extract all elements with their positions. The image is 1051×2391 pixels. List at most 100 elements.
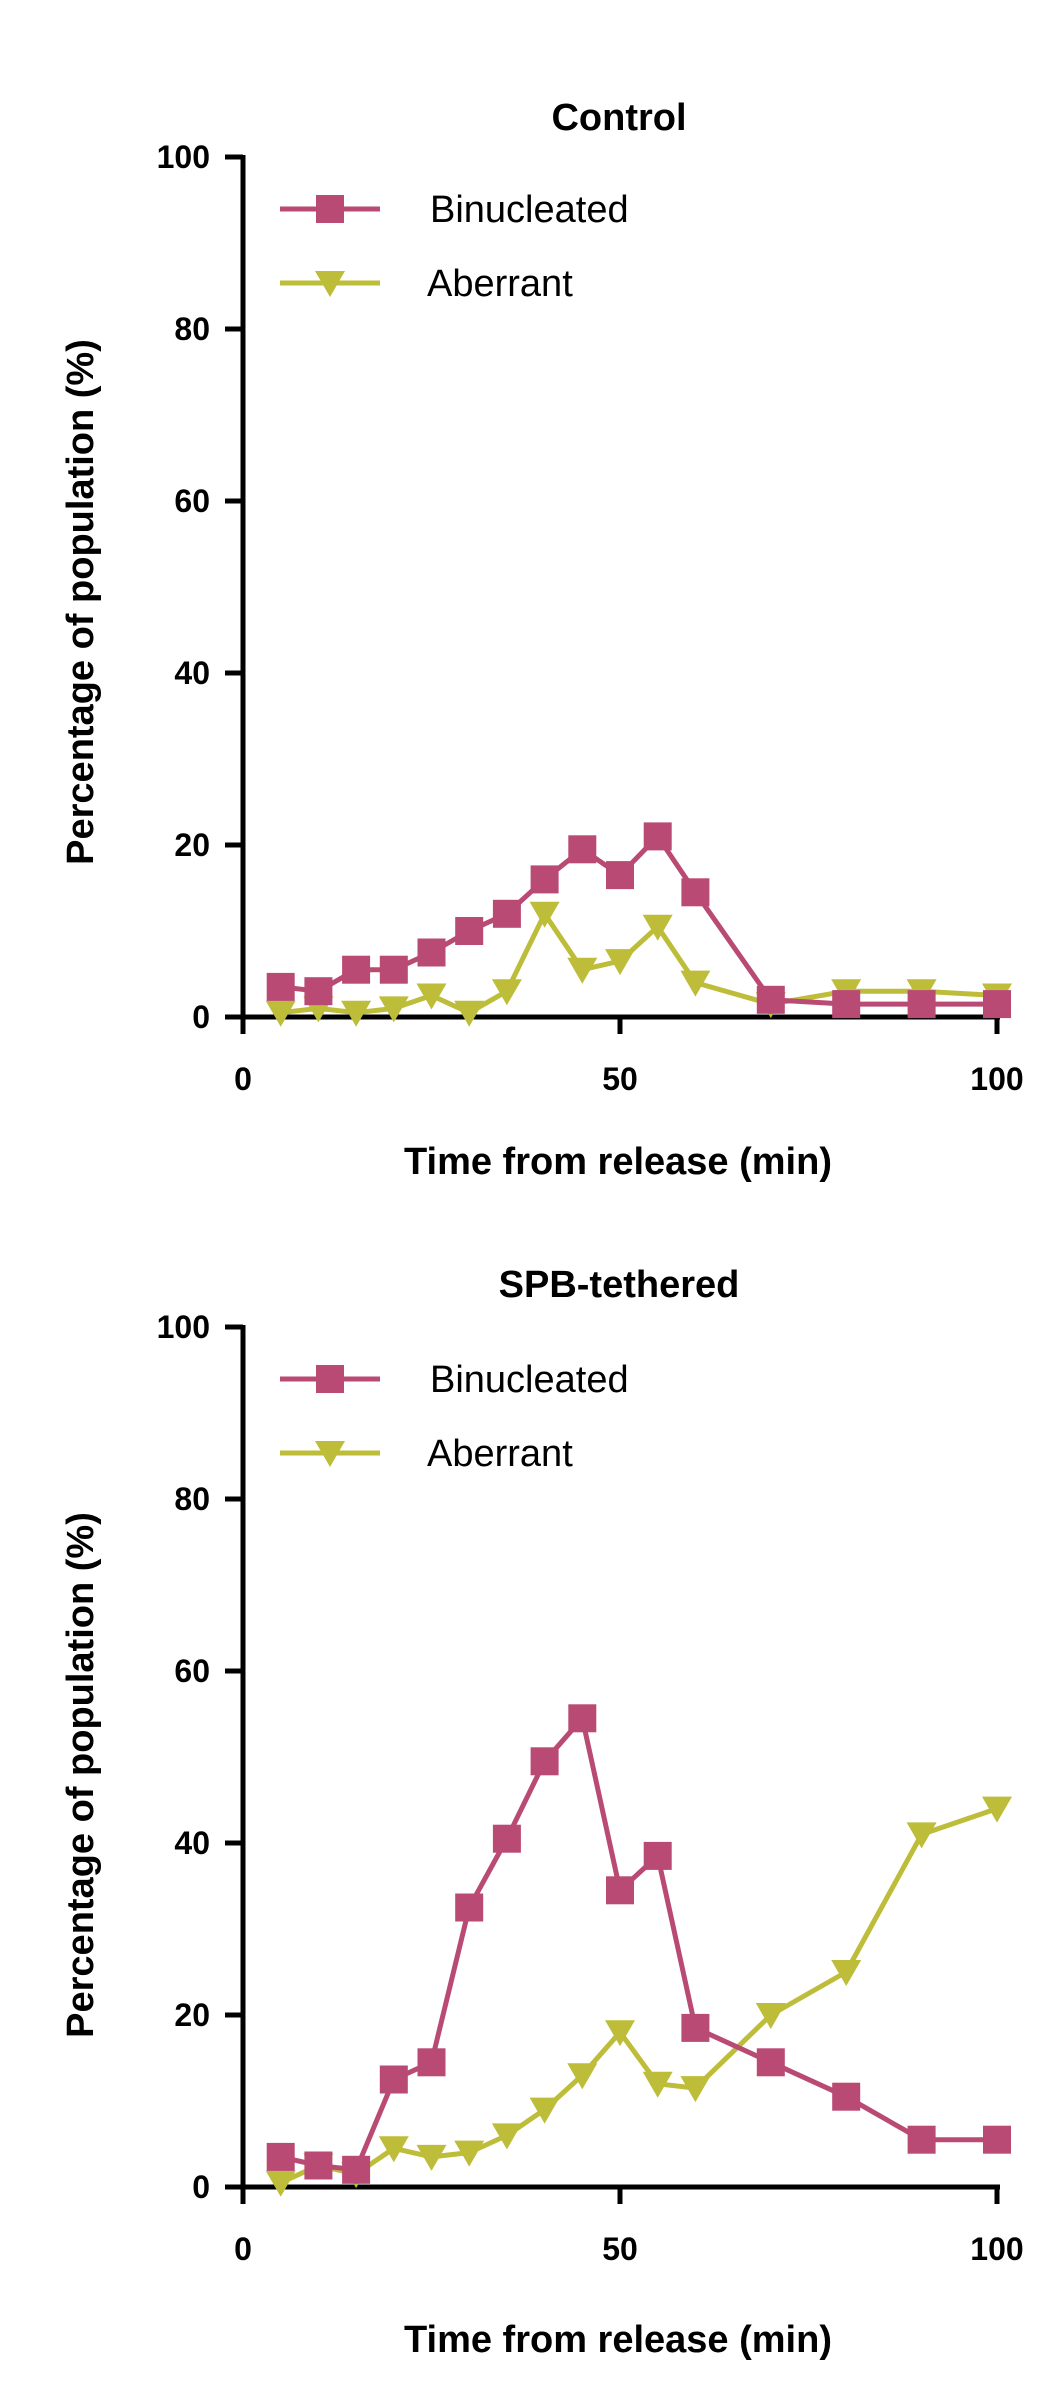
y-ticks: 0 20 40 60 80 100 bbox=[157, 1309, 243, 2205]
data-point-aberrant bbox=[416, 2144, 447, 2171]
y-axis-label: Percentage of population (%) bbox=[60, 339, 102, 865]
y-tick-label: 40 bbox=[174, 1825, 210, 1861]
legend-item-aberrant: Aberrant bbox=[280, 1433, 573, 1475]
legend: Binucleated Aberrant bbox=[280, 1359, 629, 1475]
x-tick-label: 0 bbox=[234, 2231, 252, 2267]
data-point-binucleated bbox=[266, 972, 295, 1001]
data-point-binucleated bbox=[568, 835, 597, 864]
y-tick-label: 100 bbox=[157, 139, 210, 175]
data-point-aberrant bbox=[680, 2076, 711, 2103]
chart-title: SPB-tethered bbox=[499, 1264, 740, 1306]
data-point-binucleated bbox=[907, 2125, 936, 2154]
data-point-aberrant bbox=[680, 970, 711, 997]
data-point-aberrant bbox=[491, 979, 522, 1006]
data-point-aberrant bbox=[567, 957, 598, 984]
data-point-binucleated bbox=[304, 2151, 333, 2180]
data-point-binucleated bbox=[606, 1876, 634, 1905]
data-point-binucleated bbox=[983, 2125, 1011, 2154]
data-point-aberrant bbox=[642, 2071, 673, 2098]
legend-item-binucleated: Binucleated bbox=[280, 189, 629, 231]
series-line-binucleated bbox=[280, 1715, 997, 2173]
data-point-binucleated bbox=[530, 1747, 559, 1776]
data-point-binucleated bbox=[492, 1824, 521, 1853]
legend-marker-binucleated bbox=[316, 195, 344, 223]
chart-title: Control bbox=[551, 97, 686, 139]
chart-panel-spb-tethered: SPB-tethered Percentage of population (%… bbox=[60, 1264, 1024, 2361]
data-point-aberrant bbox=[378, 2136, 409, 2163]
data-point-aberrant bbox=[454, 2140, 485, 2167]
y-ticks: 0 20 40 60 80 100 bbox=[157, 139, 243, 1035]
x-ticks: 0 50 100 bbox=[234, 2187, 1024, 2267]
legend-label-binucleated: Binucleated bbox=[430, 189, 629, 231]
series-line-aberrant bbox=[279, 1806, 998, 2185]
legend: Binucleated Aberrant bbox=[280, 189, 629, 305]
y-tick-label: 20 bbox=[174, 827, 210, 863]
chart-panel-control: Control Percentage of population (%) Tim… bbox=[60, 97, 1024, 1183]
y-axis-label: Percentage of population (%) bbox=[60, 1512, 102, 2038]
x-tick-label: 100 bbox=[970, 2231, 1023, 2267]
legend-item-binucleated: Binucleated bbox=[280, 1359, 629, 1401]
legend-item-aberrant: Aberrant bbox=[280, 263, 573, 305]
data-point-aberrant bbox=[529, 2097, 560, 2124]
y-tick-label: 80 bbox=[174, 1481, 210, 1517]
data-point-binucleated bbox=[417, 2048, 446, 2077]
data-point-binucleated bbox=[832, 2082, 861, 2111]
data-point-binucleated bbox=[983, 990, 1011, 1019]
x-axis-label: Time from release (min) bbox=[404, 2319, 832, 2361]
data-point-aberrant bbox=[906, 1822, 937, 1849]
data-point-binucleated bbox=[492, 899, 521, 928]
series-line-binucleated bbox=[280, 833, 997, 1007]
y-tick-label: 20 bbox=[174, 1997, 210, 2033]
y-tick-label: 80 bbox=[174, 311, 210, 347]
data-point-binucleated bbox=[832, 990, 861, 1019]
y-tick-label: 60 bbox=[174, 1653, 210, 1689]
legend-marker-binucleated bbox=[316, 1365, 344, 1393]
data-point-binucleated bbox=[417, 938, 446, 967]
data-point-aberrant bbox=[454, 1000, 485, 1027]
x-ticks: 0 50 100 bbox=[234, 1017, 1024, 1097]
series-layer bbox=[265, 822, 1012, 1027]
data-point-aberrant bbox=[378, 996, 409, 1023]
data-point-aberrant bbox=[831, 1960, 862, 1986]
x-tick-label: 100 bbox=[970, 1061, 1023, 1097]
data-point-binucleated bbox=[379, 955, 408, 984]
series-layer bbox=[265, 1704, 1012, 2197]
data-point-binucleated bbox=[342, 2155, 371, 2184]
data-point-binucleated bbox=[455, 917, 484, 945]
data-point-aberrant bbox=[416, 983, 447, 1010]
data-point-binucleated bbox=[379, 2065, 408, 2094]
data-point-aberrant bbox=[265, 2170, 296, 2197]
data-point-binucleated bbox=[304, 977, 333, 1006]
x-tick-label: 50 bbox=[602, 2231, 638, 2267]
data-point-aberrant bbox=[529, 901, 560, 928]
data-point-aberrant bbox=[567, 2063, 598, 2090]
y-tick-label: 0 bbox=[192, 2169, 210, 2205]
legend-label-aberrant: Aberrant bbox=[427, 1433, 573, 1475]
data-point-binucleated bbox=[756, 2048, 785, 2077]
legend-label-binucleated: Binucleated bbox=[430, 1359, 629, 1401]
data-point-aberrant bbox=[605, 949, 635, 976]
y-tick-label: 60 bbox=[174, 483, 210, 519]
data-point-binucleated bbox=[681, 878, 710, 907]
data-point-binucleated bbox=[455, 1893, 484, 1922]
data-point-aberrant bbox=[642, 914, 673, 941]
data-point-aberrant bbox=[755, 2003, 786, 2029]
series-aberrant bbox=[265, 1796, 1012, 2197]
series-line-aberrant bbox=[280, 911, 998, 1016]
data-point-binucleated bbox=[907, 990, 936, 1019]
data-point-aberrant bbox=[605, 2020, 635, 2047]
series-binucleated bbox=[266, 822, 1011, 1019]
data-point-binucleated bbox=[756, 985, 785, 1014]
y-tick-label: 100 bbox=[157, 1309, 210, 1345]
data-point-binucleated bbox=[643, 822, 672, 851]
data-point-binucleated bbox=[606, 861, 634, 890]
x-tick-label: 50 bbox=[602, 1061, 638, 1097]
data-point-binucleated bbox=[568, 1704, 597, 1733]
y-tick-label: 0 bbox=[192, 999, 210, 1035]
data-point-binucleated bbox=[681, 2013, 710, 2042]
data-point-binucleated bbox=[266, 2142, 295, 2171]
data-point-binucleated bbox=[342, 955, 371, 984]
x-tick-label: 0 bbox=[234, 1061, 252, 1097]
x-axis-label: Time from release (min) bbox=[404, 1141, 832, 1183]
